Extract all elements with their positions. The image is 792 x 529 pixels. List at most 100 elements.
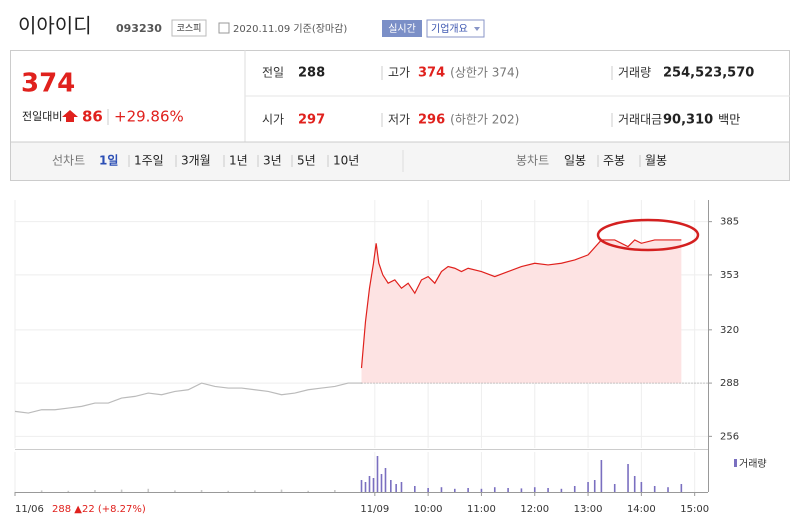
volume-bar (174, 490, 176, 492)
field-label: 저가 (388, 113, 410, 127)
volume-bar (307, 490, 309, 492)
volume-bar (395, 484, 397, 492)
volume-bar (573, 486, 576, 492)
volume-bar (147, 488, 150, 492)
x-tick-label: 15:00 (680, 504, 709, 515)
field-extra: (하한가 202) (450, 113, 519, 127)
field-value: 297 (298, 113, 325, 128)
tab-group-label: 봉차트 (516, 154, 549, 168)
tab-bar (11, 142, 789, 180)
area (361, 239, 682, 384)
volume-bar (680, 484, 683, 492)
volume-bar (254, 490, 256, 492)
y-tick-label: 353 (720, 270, 739, 281)
field-label: 시가 (262, 113, 284, 127)
volume-bar (593, 480, 596, 492)
volume-bar (507, 488, 509, 492)
volume-bar (560, 488, 563, 492)
dropdown-caret (474, 27, 480, 31)
volume-bar (414, 486, 416, 492)
field-label: 고가 (388, 66, 410, 80)
field-value: 288 (298, 66, 325, 81)
x-tick-label: 14:00 (627, 504, 656, 515)
volume-bar (384, 468, 387, 492)
field-value: 296 (418, 113, 445, 128)
period-tab[interactable]: 3년 (263, 154, 282, 168)
period-tab[interactable]: 1년 (229, 154, 248, 168)
volume-bar (627, 464, 629, 492)
field-label: 전일 (262, 66, 284, 80)
candle-tab[interactable]: 주봉 (603, 154, 625, 168)
tab-group-label: 선차트 (52, 154, 85, 168)
volume-bar (280, 489, 283, 492)
volume-bar (372, 478, 375, 492)
period-tab[interactable]: 1주일 (134, 154, 164, 168)
volume-bar (600, 460, 603, 492)
volume-bar (440, 487, 443, 492)
company-label[interactable]: 기업개요 (431, 22, 468, 35)
x-tick-label: 11:00 (467, 504, 496, 515)
volume-bar (380, 474, 383, 492)
volume-bar (334, 490, 336, 492)
field-extra: (상한가 374) (450, 66, 519, 80)
volume-bar (653, 486, 656, 492)
period-tab[interactable]: 5년 (297, 154, 316, 168)
field-value: 90,310 (663, 113, 713, 128)
realtime-label[interactable]: 실시간 (388, 23, 416, 35)
volume-bar (633, 476, 636, 492)
field-value: 374 (418, 66, 445, 81)
y-tick-label: 385 (720, 217, 739, 228)
x-tick-label: 10:00 (414, 504, 443, 515)
volume-bar (376, 456, 379, 492)
volume-bar (480, 488, 483, 492)
volume-bar (227, 490, 230, 492)
candle-tab[interactable]: 일봉 (564, 154, 586, 168)
period-tab[interactable]: 1일 (99, 154, 118, 168)
x-tick-label: 11/09 (360, 504, 389, 515)
stock-code: 093230 (116, 22, 162, 35)
change: 86 (82, 108, 103, 126)
price-line (14, 382, 362, 414)
y-tick-label: 288 (720, 378, 739, 389)
volume-bar (613, 484, 616, 492)
change-pct: +29.86% (114, 108, 184, 126)
volume-bar (390, 480, 392, 492)
x-tick-label: 11/06 (15, 504, 44, 515)
volume-bar (364, 482, 367, 492)
x-tick-label: 13:00 (574, 504, 603, 515)
volume-bar (493, 487, 496, 492)
volume-bar (94, 490, 96, 492)
volume-bar (400, 482, 403, 492)
volume-bar (587, 482, 589, 492)
volume-bar (640, 482, 643, 492)
company-button[interactable] (426, 19, 485, 38)
volume-legend: 거래량 (739, 458, 767, 470)
highlight-circle (596, 218, 700, 252)
period-tab[interactable]: 3개월 (181, 154, 211, 168)
market-badge (171, 19, 207, 37)
stock-name: 이아이디 (18, 14, 92, 38)
realtime-button[interactable] (382, 20, 422, 37)
field-extra: 백만 (718, 113, 740, 127)
current-price: 374 (21, 69, 75, 99)
price-line (360, 239, 682, 369)
change-label: 전일대비 (22, 109, 62, 123)
volume-bar (368, 476, 371, 492)
volume-legend-swatch (734, 459, 737, 467)
market-label: 코스피 (177, 23, 202, 34)
volume-bar (360, 480, 363, 492)
volume-bar (453, 488, 456, 492)
period-tab[interactable]: 10년 (333, 154, 359, 168)
candle-tab[interactable]: 월봉 (645, 154, 667, 168)
volume-bar (467, 488, 469, 492)
volume-bar (120, 489, 123, 492)
volume-bar (200, 490, 203, 492)
date: 2020.11.09 기준(장마감) (233, 23, 347, 35)
volume-bar (533, 487, 536, 492)
volume-bar (67, 490, 70, 492)
y-tick-label: 256 (720, 431, 739, 442)
volume-bar (427, 488, 429, 492)
field-value: 254,523,570 (663, 66, 754, 81)
y-tick-label: 320 (720, 325, 739, 336)
